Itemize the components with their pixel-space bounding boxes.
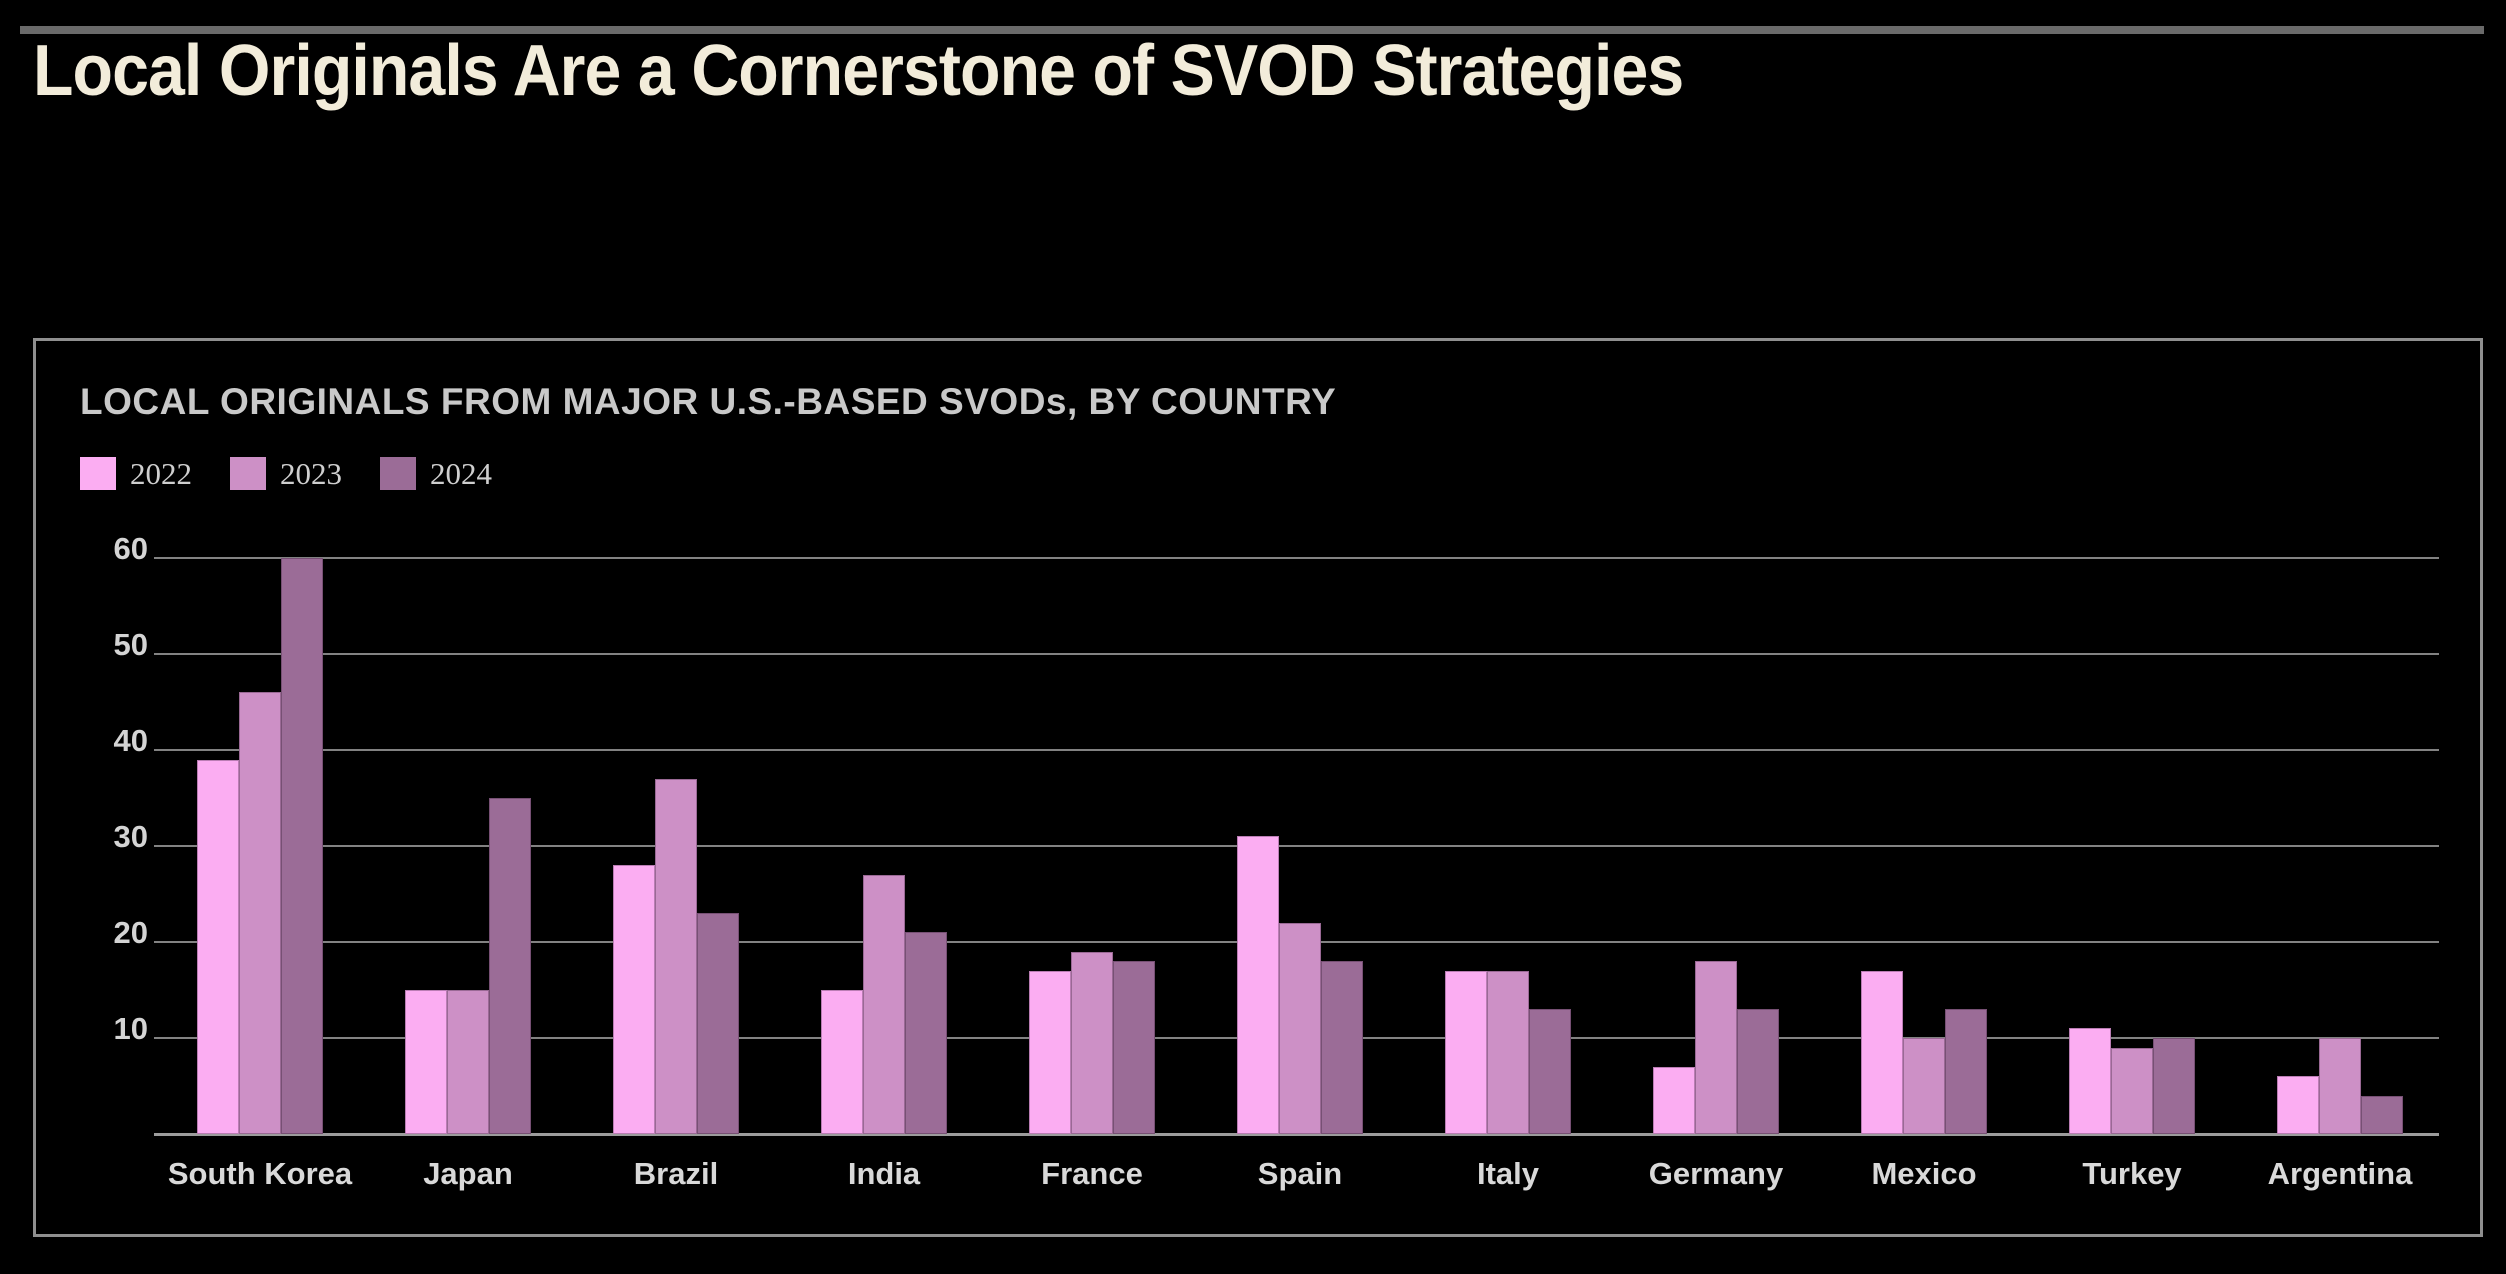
bar-group-japan: Japan xyxy=(405,558,531,1189)
bar-2023-italy xyxy=(1487,970,1529,1134)
bar-group-mexico: Mexico xyxy=(1861,558,1987,1189)
bar-group-italy: Italy xyxy=(1445,558,1571,1189)
bar-2023-india xyxy=(863,874,905,1134)
bar-group-france: France xyxy=(1029,558,1155,1189)
legend-item-2022: 2022 xyxy=(80,457,192,490)
y-tick-label: 60 xyxy=(113,531,148,566)
x-category-label: South Korea xyxy=(167,1156,353,1191)
bar-group-india: India xyxy=(821,558,947,1189)
bar-2024-south-korea xyxy=(281,558,323,1134)
legend-label: 2023 xyxy=(280,456,342,491)
bar-group-argentina: Argentina xyxy=(2268,558,2412,1189)
x-category-label: Japan xyxy=(423,1156,513,1191)
x-category-label: Italy xyxy=(1476,1156,1540,1191)
x-axis-line xyxy=(154,1133,2439,1136)
y-tick-label: 50 xyxy=(113,627,148,662)
gridline-60 xyxy=(154,557,2439,559)
page-title: Local Originals Are a Cornerstone of SVO… xyxy=(33,31,1684,111)
bar-2024-india xyxy=(905,932,947,1134)
bar-2022-mexico xyxy=(1861,970,1903,1134)
x-category-label: Turkey xyxy=(2082,1156,2182,1191)
x-category-label: Argentina xyxy=(2267,1156,2413,1191)
x-category-label: Spain xyxy=(1257,1156,1343,1191)
bar-group-spain: Spain xyxy=(1237,558,1363,1189)
bar-group-brazil: Brazil xyxy=(613,558,739,1189)
bar-2024-turkey xyxy=(2153,1038,2195,1134)
bar-2022-italy xyxy=(1445,970,1487,1134)
legend-item-2024: 2024 xyxy=(380,457,492,490)
chart-title: LOCAL ORIGINALS FROM MAJOR U.S.-BASED SV… xyxy=(80,381,1337,422)
legend-label: 2022 xyxy=(130,456,192,491)
bar-2022-brazil xyxy=(613,865,655,1134)
x-category-label: France xyxy=(1041,1156,1143,1191)
legend-label: 2024 xyxy=(430,456,492,491)
bar-2023-argentina xyxy=(2319,1038,2361,1134)
bar-2023-france xyxy=(1071,951,1113,1134)
legend-swatch-2022 xyxy=(80,457,116,490)
bar-2024-italy xyxy=(1529,1009,1571,1134)
bar-2024-spain xyxy=(1321,961,1363,1134)
top-divider-rule xyxy=(20,26,2484,34)
bar-2024-japan xyxy=(489,798,531,1134)
plot-area: South Korea Japan Brazil India France Spain It… xyxy=(154,557,2439,1189)
bar-group-south-korea: South Korea xyxy=(168,558,352,1189)
legend-swatch-2024 xyxy=(380,457,416,490)
y-tick-label: 30 xyxy=(113,819,148,854)
y-axis: 10 20 30 40 50 60 xyxy=(36,533,148,1134)
x-category-label: Mexico xyxy=(1871,1156,1977,1191)
bar-2022-turkey xyxy=(2069,1028,2111,1134)
gridline-50 xyxy=(154,653,2439,655)
legend-item-2023: 2023 xyxy=(230,457,342,490)
x-category-label: Brazil xyxy=(633,1156,719,1191)
bar-2022-argentina xyxy=(2277,1076,2319,1134)
bar-2022-germany xyxy=(1653,1066,1695,1134)
x-category-label: Germany xyxy=(1648,1156,1784,1191)
bar-2024-brazil xyxy=(697,913,739,1134)
chart-panel: LOCAL ORIGINALS FROM MAJOR U.S.-BASED SV… xyxy=(33,338,2483,1237)
y-tick-label: 40 xyxy=(113,723,148,758)
legend: 2022 2023 2024 xyxy=(80,457,492,490)
bar-2023-brazil xyxy=(655,778,697,1134)
gridline-40 xyxy=(154,749,2439,751)
bar-2023-germany xyxy=(1695,961,1737,1134)
bar-2023-turkey xyxy=(2111,1047,2153,1134)
bar-2022-south-korea xyxy=(197,759,239,1134)
bar-2024-mexico xyxy=(1945,1009,1987,1134)
bar-2022-france xyxy=(1029,970,1071,1134)
bar-2024-argentina xyxy=(2361,1095,2403,1134)
legend-swatch-2023 xyxy=(230,457,266,490)
y-tick-label: 20 xyxy=(113,915,148,950)
bar-group-turkey: Turkey xyxy=(2069,558,2195,1189)
y-tick-label: 10 xyxy=(113,1011,148,1046)
bar-2023-japan xyxy=(447,990,489,1134)
bar-2023-spain xyxy=(1279,922,1321,1134)
x-category-label: India xyxy=(847,1156,921,1191)
bar-2024-germany xyxy=(1737,1009,1779,1134)
bar-2024-france xyxy=(1113,961,1155,1134)
gridline-30 xyxy=(154,845,2439,847)
bar-2023-south-korea xyxy=(239,692,281,1134)
bar-2022-japan xyxy=(405,990,447,1134)
bar-group-germany: Germany xyxy=(1649,558,1783,1189)
bar-2023-mexico xyxy=(1903,1038,1945,1134)
bar-2022-india xyxy=(821,990,863,1134)
bar-2022-spain xyxy=(1237,836,1279,1134)
